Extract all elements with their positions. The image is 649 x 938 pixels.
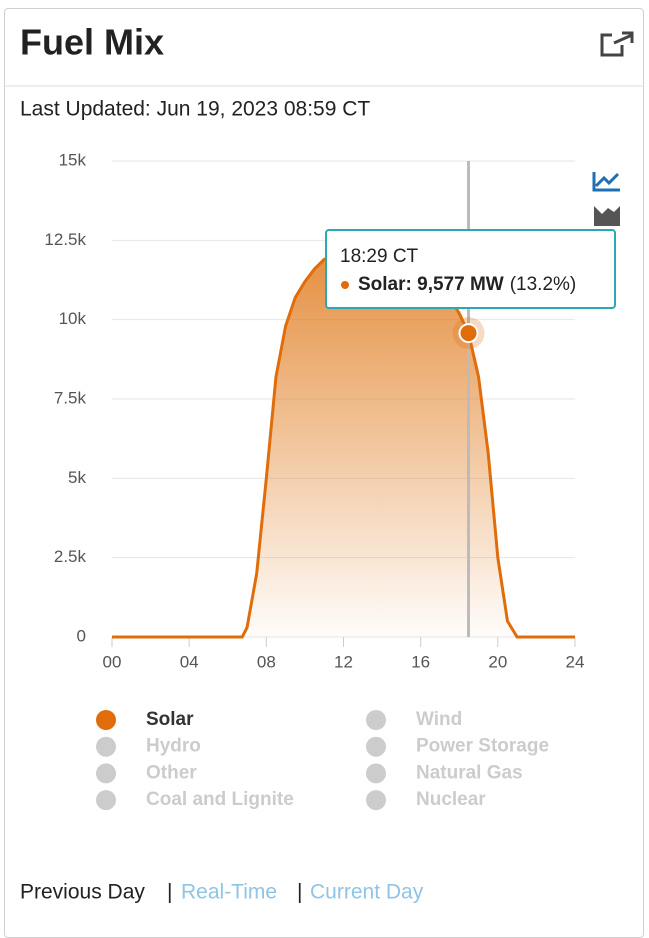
y-tick-label: 10k: [59, 309, 87, 328]
legend-label[interactable]: Solar: [146, 709, 194, 730]
last-updated: Last Updated: Jun 19, 2023 08:59 CT: [20, 98, 370, 121]
real-time-link[interactable]: Real-Time: [181, 881, 277, 904]
legend-label[interactable]: Nuclear: [416, 789, 486, 810]
legend-marker[interactable]: [366, 710, 386, 730]
area-fill: [112, 246, 575, 637]
legend-marker[interactable]: [96, 790, 116, 811]
legend-marker[interactable]: [96, 710, 116, 730]
legend-label[interactable]: Natural Gas: [416, 762, 523, 783]
tooltip-dot: [341, 281, 349, 289]
separator: |: [297, 881, 302, 904]
current-day-link[interactable]: Current Day: [310, 881, 424, 904]
x-tick-label: 04: [180, 652, 199, 671]
area-chart-icon[interactable]: [594, 206, 620, 226]
x-tick-label: 00: [103, 652, 122, 671]
legend-marker[interactable]: [366, 736, 386, 757]
legend-marker[interactable]: [96, 763, 116, 784]
x-tick-label: 20: [488, 652, 507, 671]
tooltip-value: Solar: 9,577 MW: [358, 274, 504, 295]
legend-marker[interactable]: [96, 736, 116, 757]
y-tick-label: 5k: [68, 468, 86, 487]
external-link-icon[interactable]: [600, 31, 634, 57]
tooltip-title: 18:29 CT: [340, 246, 419, 267]
tooltip-box: [325, 229, 616, 309]
legend-label[interactable]: Hydro: [146, 736, 201, 757]
x-tick-label: 24: [566, 652, 585, 671]
line-chart-icon[interactable]: [592, 172, 620, 192]
legend-label[interactable]: Coal and Lignite: [146, 789, 294, 810]
legend-marker[interactable]: [366, 763, 386, 784]
y-tick-label: 2.5k: [54, 547, 87, 566]
tooltip-share: (13.2%): [510, 274, 577, 295]
y-tick-label: 0: [77, 626, 86, 645]
previous-day[interactable]: Previous Day: [20, 881, 145, 904]
x-tick-label: 08: [257, 652, 276, 671]
hover-point: [458, 323, 479, 344]
separator: |: [167, 881, 172, 904]
x-tick-label: 12: [334, 652, 353, 671]
y-tick-label: 12.5k: [44, 230, 86, 249]
title: Fuel Mix: [20, 22, 164, 63]
legend-label[interactable]: Power Storage: [416, 736, 549, 757]
legend-label[interactable]: Wind: [416, 709, 462, 730]
y-tick-label: 7.5k: [54, 388, 87, 407]
legend-label[interactable]: Other: [146, 762, 197, 783]
y-tick-label: 15k: [59, 150, 87, 169]
legend-marker[interactable]: [366, 790, 386, 811]
x-tick-label: 16: [411, 652, 430, 671]
